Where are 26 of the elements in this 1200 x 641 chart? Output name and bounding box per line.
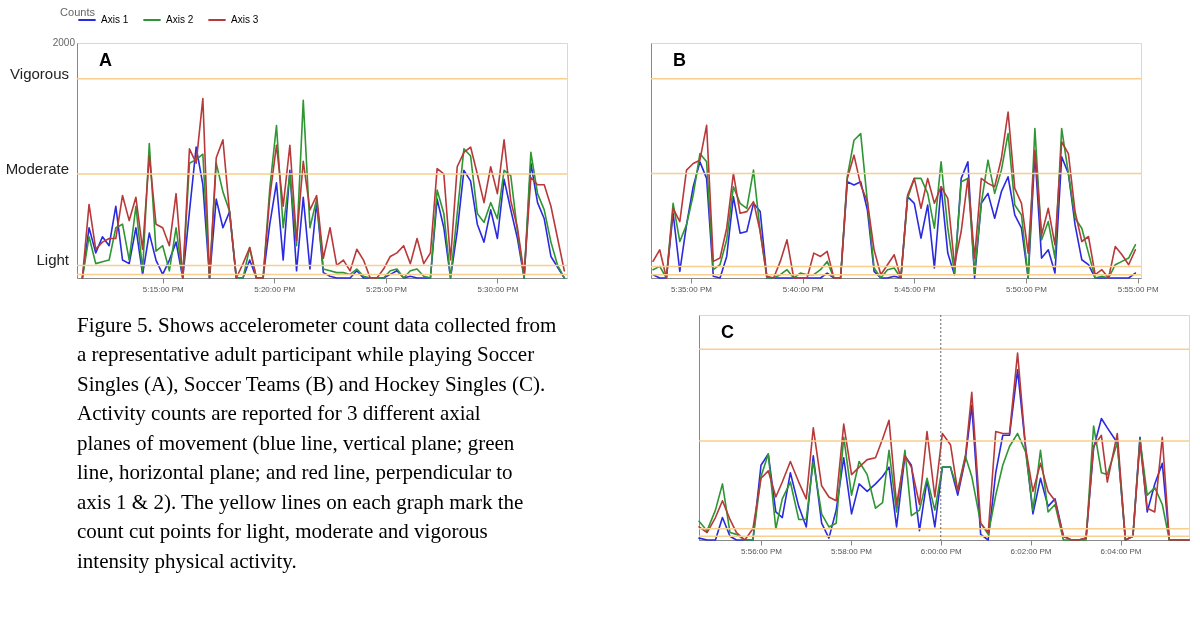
chart-title: A xyxy=(99,50,112,70)
x-tick-label: 5:55:00 PM xyxy=(1117,284,1159,294)
text: Figure 5. Shows accelerometer count data collected from a representative adult participant while playing Soccer Singles (A), Soccer Teams (B) and Hockey Singles (C). Activity counts are reported for 3 different axial planes of movement (blue line, vertical plane; green line, horizontal plane; and red line, perpendicular to axis 1 & 2). The yellow lines on each graph mark the count cut points for light, moderate and vigorous intensity physical activity. xyxy=(77,313,557,573)
legend-label: Axis 3 xyxy=(231,14,259,25)
x-tick-label: 5:40:00 PM xyxy=(782,284,824,294)
ref-line-label: Vigorous xyxy=(10,64,69,82)
chart-title: C xyxy=(721,322,734,342)
x-tick-label: 5:15:00 PM xyxy=(142,284,184,294)
x-tick-label: 5:50:00 PM xyxy=(1005,284,1048,294)
x-tick-label: 5:20:00 PM xyxy=(254,284,296,294)
x-tick-label: 5:56:00 PM xyxy=(741,546,783,556)
x-tick-label: 5:45:00 PM xyxy=(894,284,936,294)
chart-title: B xyxy=(673,50,686,70)
legend-label: Axis 1 xyxy=(101,14,129,25)
x-tick-label: 6:04:00 PM xyxy=(1100,546,1142,556)
text: 2000 xyxy=(52,37,76,48)
x-tick-label: 5:30:00 PM xyxy=(477,284,519,294)
x-tick-label: 5:58:00 PM xyxy=(831,546,873,556)
x-tick-label: 6:00:00 PM xyxy=(920,546,963,556)
x-tick-label: 5:25:00 PM xyxy=(365,284,408,294)
ref-line-label: Moderate xyxy=(5,159,69,177)
legend-label: Axis 2 xyxy=(166,14,194,25)
x-tick-label: 5:35:00 PM xyxy=(670,284,713,294)
y-axis-title: Counts xyxy=(60,5,96,18)
x-tick-label: 6:02:00 PM xyxy=(1010,546,1052,556)
ref-line-label: Light xyxy=(36,251,70,269)
